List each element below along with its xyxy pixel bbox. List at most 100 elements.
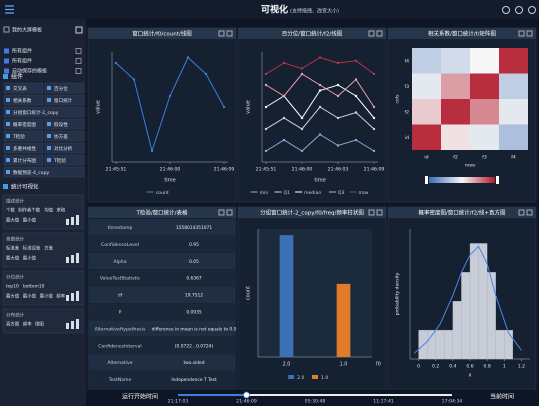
heat-cell: [470, 99, 499, 125]
panel-close-icon[interactable]: [376, 30, 383, 37]
panel-close-icon[interactable]: [226, 209, 233, 216]
table-row: [89, 252, 235, 270]
panel-close-icon[interactable]: [526, 209, 533, 216]
save-icon[interactable]: [75, 26, 83, 34]
point: [150, 149, 154, 153]
chart-type-icon[interactable]: [71, 293, 74, 301]
panel-close-icon[interactable]: [376, 209, 383, 216]
chart-type-icon[interactable]: [66, 295, 69, 301]
settings-icon[interactable]: [502, 6, 510, 14]
component-button[interactable]: [3, 154, 44, 166]
panel-header: [388, 28, 536, 39]
panel-edit-icon[interactable]: [368, 30, 375, 37]
component-button[interactable]: [3, 130, 44, 142]
stat-group-title: 分布统计: [6, 312, 25, 319]
template-icon: [4, 58, 9, 64]
chart-type-icon[interactable]: [76, 291, 79, 301]
checkbox[interactable]: [75, 48, 82, 54]
checkbox[interactable]: [75, 58, 82, 64]
chart-type-icon[interactable]: [66, 219, 69, 225]
checkbox[interactable]: [75, 68, 82, 74]
point: [372, 127, 376, 131]
stat-option: 标准误差: [23, 245, 41, 252]
table-row: [89, 269, 235, 287]
bar: [336, 283, 351, 357]
panel-close-icon[interactable]: [226, 30, 233, 37]
histogram-bar: [452, 301, 462, 360]
menu-icon[interactable]: [5, 5, 14, 14]
point: [336, 61, 340, 65]
panel-edit-icon[interactable]: [518, 209, 525, 216]
component-button[interactable]: [44, 94, 85, 106]
plot-area: [258, 229, 372, 357]
component-icon: [6, 170, 10, 174]
chart-type-icon[interactable]: [76, 215, 79, 225]
x-tick-label: 0.8: [483, 364, 490, 370]
y-axis-label: count: [246, 286, 252, 300]
heat-cell: [441, 124, 470, 150]
chart-type-icon[interactable]: [71, 217, 74, 225]
panel-header: [238, 28, 386, 39]
component-button[interactable]: [44, 118, 85, 130]
panel-title: 概率密度图/窗口统计/f2/线+直方图: [418, 209, 506, 217]
x-tick-label: f4: [511, 155, 516, 161]
timeline-handle[interactable]: [243, 391, 250, 399]
page-subtitle: (支持拖拽、改变大小): [290, 8, 339, 15]
chart-type-icon[interactable]: [71, 321, 74, 329]
stat-option: top10: [6, 284, 19, 290]
histogram-bar: [435, 329, 445, 360]
panel-edit-icon[interactable]: [218, 209, 225, 216]
component-button[interactable]: [44, 154, 85, 166]
component-button[interactable]: [3, 94, 44, 106]
panel-edit-icon[interactable]: [518, 30, 525, 37]
table-row: [89, 303, 235, 320]
legend-label: median: [304, 190, 321, 196]
component-button[interactable]: [3, 118, 44, 130]
table-key: Alternative: [107, 360, 132, 366]
panel-edit-icon[interactable]: [368, 209, 375, 216]
x-tick-label: 1: [503, 364, 506, 370]
stat-option: 最小值: [23, 293, 37, 300]
panel-close-icon[interactable]: [526, 30, 533, 37]
chart-type-icon[interactable]: [76, 253, 79, 263]
component-button[interactable]: [3, 142, 44, 154]
stat-group: [2, 232, 84, 268]
table-key: timestamp: [108, 225, 133, 231]
component-button[interactable]: [3, 82, 44, 94]
power-icon[interactable]: [528, 6, 536, 14]
chart-type-icon[interactable]: [66, 257, 69, 263]
panel: [87, 27, 237, 203]
component-label: 对比分析: [54, 145, 73, 152]
density-curve: [413, 245, 522, 354]
colorbar-handle[interactable]: [425, 176, 428, 184]
point: [264, 105, 268, 109]
panel-edit-icon[interactable]: [218, 30, 225, 37]
table-value: difference in mean is not equals to 0.0: [152, 326, 237, 332]
table-value: Independence T Test: [171, 377, 217, 383]
component-button[interactable]: [44, 130, 85, 142]
component-icon: [6, 122, 10, 126]
table-key: Alpha: [113, 259, 126, 265]
stat-option: 频率: [56, 293, 65, 300]
chart-type-icon[interactable]: [76, 319, 79, 329]
legend-label: 1.0: [321, 375, 328, 381]
x-axis-label: time: [314, 178, 325, 184]
template-item: 所有组件: [12, 58, 32, 65]
component-button[interactable]: [44, 82, 85, 94]
table-key: ValueTestStatistic: [100, 276, 141, 282]
help-icon[interactable]: [515, 6, 523, 14]
point: [264, 149, 268, 153]
chart-type-icon[interactable]: [71, 255, 74, 263]
point: [372, 72, 376, 76]
x-tick-label: 0.4: [449, 364, 456, 370]
component-button[interactable]: [3, 166, 85, 178]
component-button[interactable]: [44, 142, 85, 154]
chart-type-icon[interactable]: [66, 323, 69, 329]
legend-swatch: [288, 375, 295, 379]
component-button[interactable]: [3, 106, 85, 118]
stat-option: 制作者个数: [18, 207, 41, 214]
colorbar-handle[interactable]: [496, 176, 499, 184]
point: [354, 94, 358, 98]
stat-option: bottom10: [23, 284, 45, 290]
